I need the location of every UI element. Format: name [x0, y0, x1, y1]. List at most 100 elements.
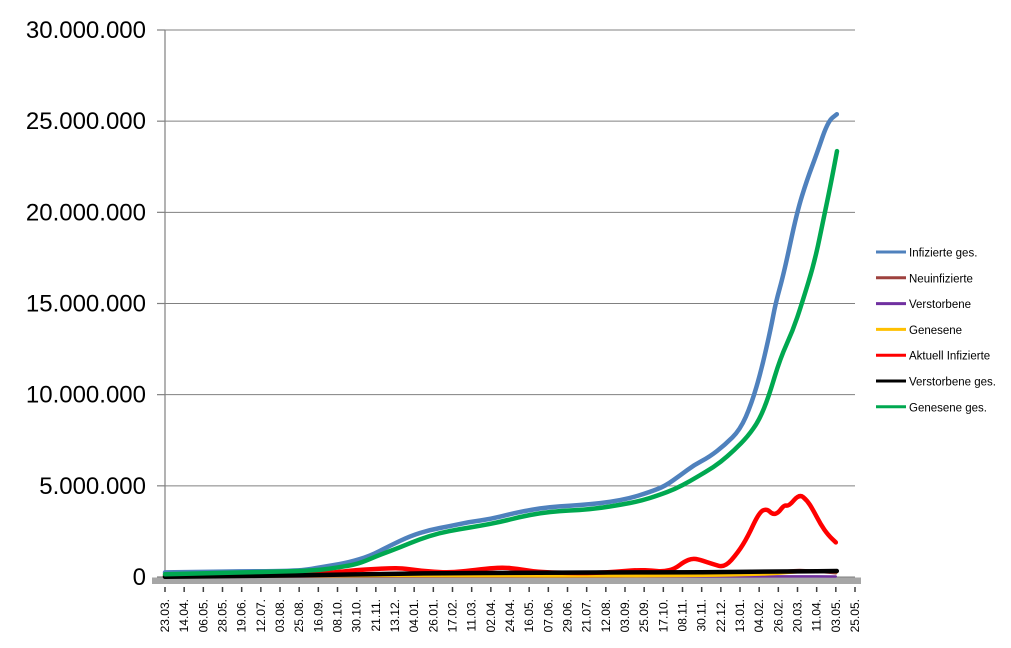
legend-item-verstorbene: Verstorbene [876, 299, 971, 311]
x-axis-label: 03.05. [829, 599, 843, 632]
legend-item-genesene: Genesene [876, 325, 962, 337]
legend-label-neuinfizierte: Neuinfizierte [909, 273, 973, 285]
x-axis-tick [183, 587, 185, 592]
x-axis-tick [164, 587, 166, 592]
x-axis-label: 26.01. [426, 599, 440, 632]
x-axis-tick [796, 587, 799, 592]
x-axis-label: 03.09. [618, 599, 632, 632]
x-axis-label: 25.05. [848, 599, 862, 632]
x-axis-tick [221, 587, 224, 592]
legend: Infizierte ges. Neuinfizierte Verstorbene G… [876, 248, 996, 414]
legend-label-aktuell_infizierte: Aktuell Infizierte [909, 351, 990, 363]
y-axis-label: 15.000.000 [26, 291, 146, 318]
x-axis-label: 30.11. [695, 599, 709, 631]
x-axis-bar [152, 577, 861, 584]
y-axis-label: 5.000.000 [39, 473, 146, 500]
x-axis-label: 08.10. [331, 599, 345, 632]
x-axis-label: 21.11. [369, 599, 383, 631]
y-axis-label: 0 [133, 564, 146, 591]
x-axis-label: 20.03. [791, 599, 805, 632]
legend-label-genesene: Genesene [909, 325, 962, 337]
x-axis-label: 17.10. [656, 599, 670, 632]
series-line-aktuell_infizierte [162, 493, 839, 578]
x-axis-tick [260, 587, 262, 592]
x-axis-label: 17.02. [446, 599, 460, 632]
x-axis-tick [547, 587, 550, 592]
legend-label-verstorbene: Verstorbene [909, 299, 971, 311]
axes-group [152, 29, 861, 592]
x-axis-label: 23.03. [158, 599, 172, 632]
x-axis-label: 25.09. [637, 599, 651, 632]
x-axis-label: 29.06. [561, 599, 575, 632]
x-axis-tick [375, 587, 377, 592]
legend-item-infizierte_ges: Infizierte ges. [876, 248, 977, 260]
x-axis-tick [681, 587, 684, 592]
x-axis-label: 11.03. [465, 599, 479, 631]
x-axis-tick [509, 587, 511, 592]
x-axis-tick [566, 587, 569, 592]
x-axis-label: 08.11. [676, 599, 690, 631]
x-axis-tick [470, 587, 473, 592]
gridlines-group [165, 29, 855, 578]
x-axis-tick [854, 587, 856, 592]
x-axis-label: 13.01. [733, 599, 747, 632]
x-axis-tick [815, 587, 818, 592]
x-axis-label: 24.04. [503, 599, 517, 632]
x-axis-label: 11.04. [810, 599, 824, 631]
x-axis-tick [700, 587, 703, 592]
x-axis-tick [585, 587, 588, 592]
x-axis-tick [451, 587, 454, 592]
y-axis-label: 30.000.000 [26, 17, 146, 44]
x-axis-label: 12.08. [599, 599, 613, 632]
legend-label-verstorbene_ges: Verstorbene ges. [909, 377, 996, 389]
series-group [162, 111, 840, 580]
x-axis-tick [624, 587, 626, 592]
x-axis-tick [739, 587, 741, 592]
x-axis-tick [317, 587, 320, 592]
x-axis-tick [662, 587, 665, 592]
y-axis-label: 10.000.000 [26, 382, 146, 409]
x-axis-label: 30.10. [350, 599, 364, 632]
x-axis-label: 28.05. [216, 599, 230, 632]
x-axis-label: 19.06. [235, 599, 249, 632]
x-axis-tick [298, 587, 300, 592]
y-axis-labels-group: 0 5.000.000 10.000.000 15.000.000 20.000.000… [26, 17, 146, 591]
x-axis-tick [432, 587, 435, 592]
x-axis-label: 03.08. [273, 599, 287, 632]
x-axis-tick [336, 587, 339, 592]
x-axis-tick [605, 587, 607, 592]
x-axis-label: 16.09. [311, 599, 325, 632]
x-axis-tick [240, 587, 243, 592]
x-axis-tick [355, 587, 358, 592]
y-axis-label: 20.000.000 [26, 199, 146, 226]
legend-item-genesene_ges: Genesene ges. [876, 402, 987, 414]
x-axis-label: 25.08. [292, 599, 306, 632]
legend-item-verstorbene_ges: Verstorbene ges. [876, 377, 996, 389]
x-axis-tick [528, 587, 530, 592]
legend-item-aktuell_infizierte: Aktuell Infizierte [876, 351, 990, 363]
x-axis-label: 02.04. [484, 599, 498, 632]
x-axis-tick [758, 587, 760, 592]
x-axis-tick [490, 587, 492, 592]
x-axis-label: 14.04. [177, 599, 191, 632]
legend-label-genesene_ges: Genesene ges. [909, 402, 987, 414]
x-axis-label: 07.06. [541, 599, 555, 632]
x-axis-label: 13.12. [388, 599, 402, 632]
x-axis-label: 26.02. [771, 599, 785, 632]
x-axis-tick [777, 587, 780, 592]
legend-item-neuinfizierte: Neuinfizierte [876, 273, 973, 285]
series-line-verstorbene_ges [162, 568, 840, 580]
x-axis-label: 21.07. [580, 599, 594, 632]
x-axis-tick [202, 587, 205, 592]
series-line-infizierte_ges [162, 111, 840, 575]
x-axis-label: 16.05. [522, 599, 536, 632]
x-axis-tick [835, 587, 837, 592]
x-axis-tick [413, 587, 415, 592]
x-axis-label: 04.02. [752, 599, 766, 632]
x-axis-tick [279, 587, 281, 592]
x-axis-tick [643, 587, 645, 592]
x-axis-label: 06.05. [196, 599, 210, 632]
x-axis-labels-group: 23.03. 14.04. 06.05. 28.05. 19.06. 12.07. 03.0… [158, 599, 862, 632]
